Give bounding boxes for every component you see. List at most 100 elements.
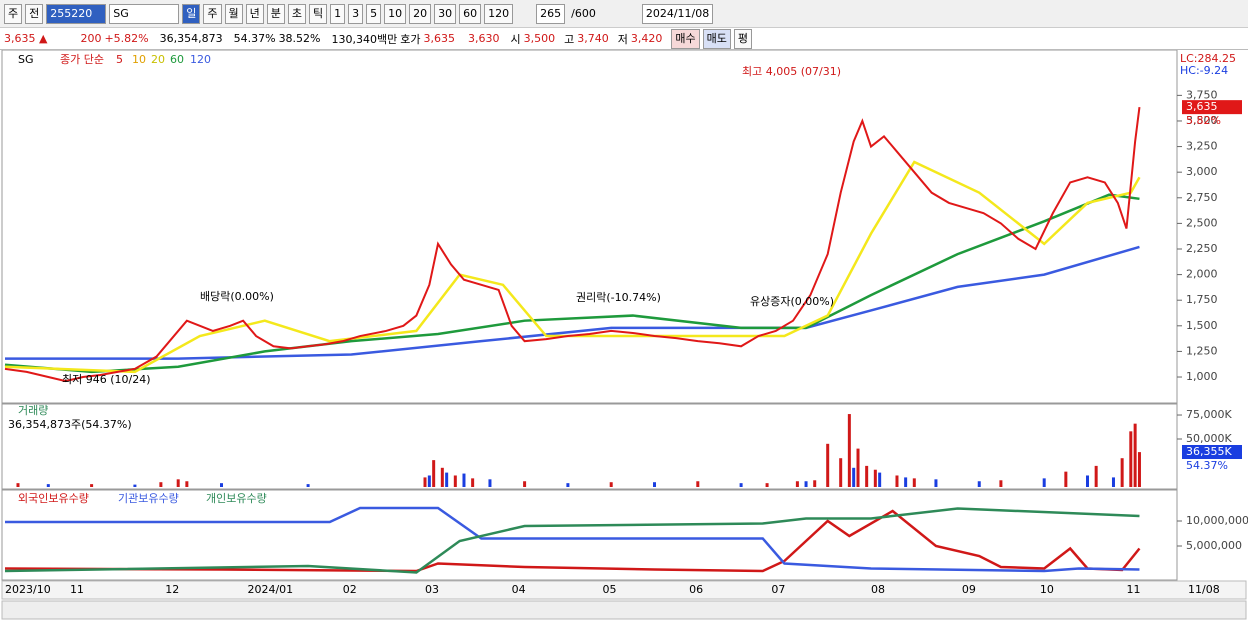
toolbar-button[interactable]: 60 [459,3,482,24]
volume-bar [1111,477,1115,487]
annotation: 권리락(-10.74%) [576,291,661,304]
toolbar-button[interactable]: 30 [434,3,457,24]
legend-item: 기관보유수량 [118,492,179,505]
y-tick-label: 3,500 [1186,114,1218,127]
volume-bar [453,475,457,487]
volume-bar [826,443,830,487]
volume-bar [133,484,137,487]
price: 3,635 ▲ [4,32,48,45]
avg-button[interactable]: 평 [733,28,752,49]
legend-item: SG [18,53,34,66]
x-tick-label: 07 [771,583,785,596]
turnover: 54.37% [233,32,276,45]
last-volume: 36,355K [1186,445,1232,458]
toolbar-button[interactable]: 분 [266,3,285,24]
volume-bar [934,479,938,487]
change-pct: +5.82% [104,32,149,45]
volume-bar [977,481,981,487]
code-input[interactable]: 255220 [46,3,107,24]
amount: 130,340백만 [331,32,398,46]
open: 3,500 [523,32,556,45]
volume-bar [839,458,843,487]
volume-bar [1086,475,1089,487]
y-tick-label: 3,000 [1186,165,1218,178]
volume-bar [865,465,869,487]
line [4,193,1140,374]
y-tick-label: 2,250 [1186,242,1218,255]
toolbar-button[interactable]: 20 [409,3,432,24]
label: 시 [510,32,521,46]
x-tick-label: 10 [1040,583,1054,596]
toolbar-button[interactable]: 10 [384,3,407,24]
toolbar-button[interactable]: 주 [203,3,222,24]
annotation: 유상증자(0.00%) [750,295,834,308]
volume-bar [427,475,431,487]
volume-bar [813,480,817,487]
legend-item: 5 [116,53,123,66]
volume-bar [423,477,427,487]
line [4,107,1141,383]
change: 200 [80,32,102,45]
y-tick-label: 1,250 [1186,344,1218,357]
buy-button[interactable]: 매수 [671,28,700,49]
count-input[interactable]: 265 [536,3,566,24]
y-tick-label: 1,000 [1186,370,1218,383]
toolbar-button[interactable]: 120 [484,3,514,24]
volume-bar [445,472,449,487]
volume: 36,354,873 [159,32,223,45]
legend-item: 외국인보유수량 [18,492,89,505]
annotation: 배당락(0.00%) [200,290,274,303]
volume-bar [1137,452,1141,487]
name-input[interactable]: SG [109,3,180,24]
volume-bar [795,481,799,487]
ratio: 38.52% [278,32,321,45]
volume-bar [609,482,613,487]
y-tick-label: 1,500 [1186,319,1218,332]
x-tick-label: 06 [689,583,703,596]
toolbar-button[interactable]: 틱 [309,3,328,24]
legend-item: 종가 단순 [60,53,104,66]
volume-bar [46,484,50,487]
legend-item: 20 [151,53,165,66]
line [4,509,1141,573]
date-input[interactable]: 2024/11/08 [641,3,714,24]
toolbar-button[interactable]: 월 [224,3,243,24]
volume-bar [1129,431,1133,487]
line [4,160,1141,374]
volume-bar [90,484,94,487]
count-max: /600 [571,6,596,20]
x-tick-label: 12 [165,583,179,596]
x-last-label: 11/08 [1188,583,1220,596]
last-volume-box [1182,445,1242,459]
last-pct: 5.82% [1186,114,1221,127]
toolbar-button[interactable]: 주 [4,3,23,24]
annotation: 최저 946 (10/24) [62,373,151,386]
panel-title: 거래량 [18,404,48,417]
lc: LC:284.25 [1180,52,1236,65]
scrollbar [1,600,1247,620]
toolbar-button[interactable]: 1 [330,3,346,24]
volume-bar [895,475,899,487]
sell-button[interactable]: 매도 [702,28,731,49]
toolbar-button[interactable]: 일 [182,3,201,24]
y-tick-label: 2,500 [1186,216,1218,229]
last-price: 3,635 [1186,100,1218,113]
annotation: 최고 4,005 (07/31) [742,65,841,78]
volume-bar [904,477,908,487]
volume-bar [804,481,808,487]
volume-bar [1064,471,1068,487]
label: 저 [617,32,628,46]
toolbar-button[interactable]: 3 [348,3,364,24]
y-tick-label: 5,000,000 [1186,539,1242,552]
toolbar-button[interactable]: 5 [366,3,382,24]
toolbar-button[interactable]: 전 [25,3,44,24]
legend-item: 10 [132,53,146,66]
volume-bar [566,483,570,487]
volume-bar [912,478,916,487]
toolbar-button[interactable]: 초 [287,3,306,24]
y-tick-label: 10,000,000 [1186,514,1248,527]
toolbar-button[interactable]: 년 [245,3,264,24]
volume-bar [523,481,527,487]
y-tick-label: 3,250 [1186,140,1218,153]
volume-bar [159,482,163,487]
